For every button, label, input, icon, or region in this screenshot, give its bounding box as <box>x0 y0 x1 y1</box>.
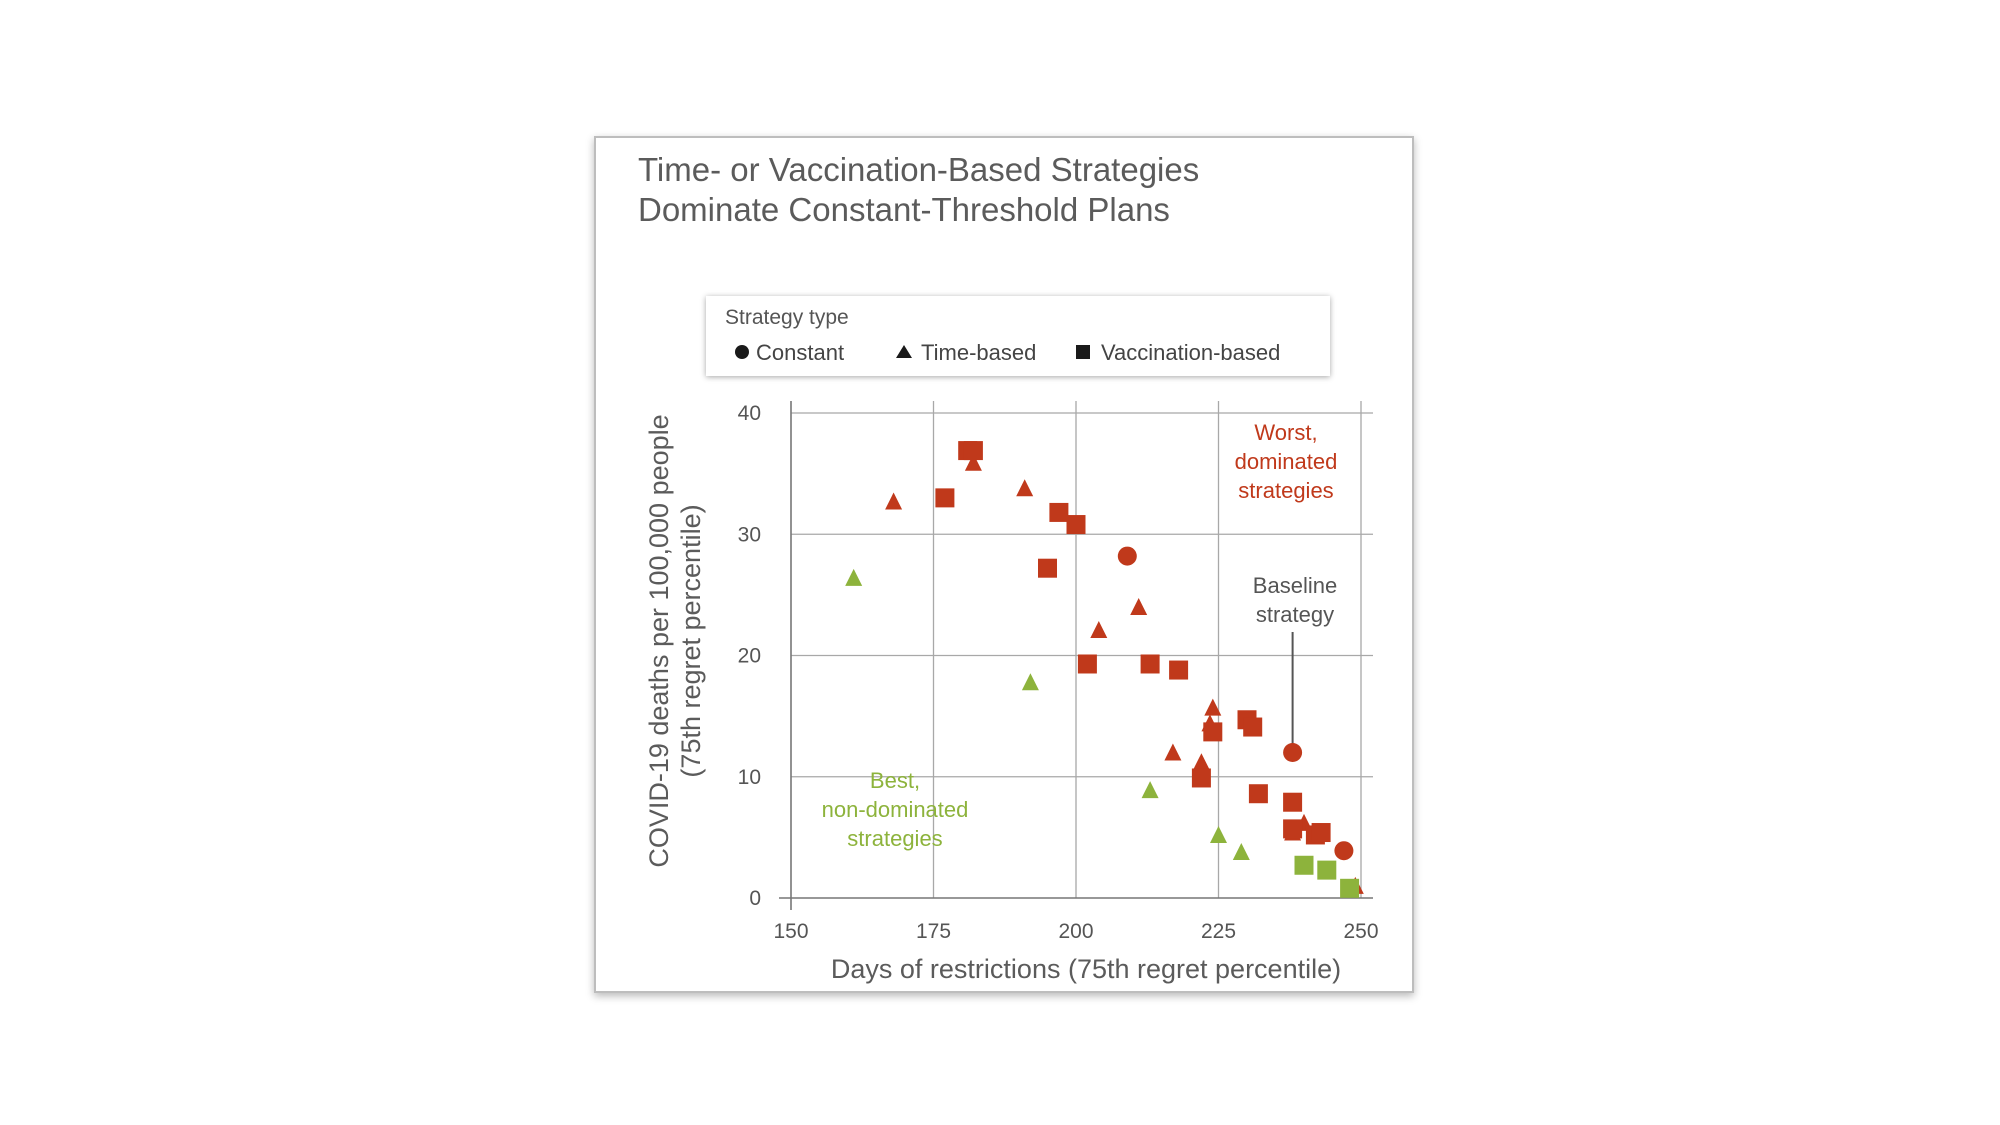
point-dominated-square-26 <box>1203 722 1223 742</box>
point-dominated-square-29 <box>1283 792 1303 812</box>
x-tick-175: 175 <box>916 920 951 943</box>
point-dominated-square-19 <box>1066 515 1086 535</box>
point-non-dominated-triangle-34 <box>1021 673 1039 691</box>
chart-title-line-2: Dominate Constant-Threshold Plans <box>638 191 1170 228</box>
point-dominated-triangle-5 <box>1016 479 1034 497</box>
legend-label-constant: Constant <box>756 340 844 365</box>
legend-title: Strategy type <box>725 306 849 329</box>
legend-label-vaccination-based: Vaccination-based <box>1101 340 1280 365</box>
point-dominated-square-16 <box>963 441 983 461</box>
best-strategies-label-line-2: non-dominated <box>822 797 969 822</box>
x-tick-225: 225 <box>1201 920 1236 943</box>
legend: Strategy type Constant Time-based Vaccin… <box>706 296 1330 376</box>
point-dominated-triangle-6 <box>1090 621 1108 639</box>
point-dominated-triangle-9 <box>1192 753 1210 771</box>
point-dominated-square-30 <box>1283 819 1303 839</box>
point-dominated-square-32 <box>1311 823 1331 843</box>
baseline-strategy-label-line-1: Baseline <box>1253 573 1337 598</box>
point-dominated-square-28 <box>1248 784 1268 804</box>
point-dominated-square-27 <box>1191 768 1211 788</box>
point-non-dominated-triangle-35 <box>1141 781 1159 799</box>
y-tick-10: 10 <box>738 766 761 789</box>
point-non-dominated-triangle-36 <box>1210 825 1227 843</box>
chart-card: Time- or Vaccination-Based Strategies Do… <box>594 136 1414 993</box>
baseline-strategy-label-line-2: strategy <box>1256 602 1334 627</box>
x-tick-250: 250 <box>1343 920 1378 943</box>
point-dominated-triangle-8 <box>1164 743 1182 761</box>
point-non-dominated-square-38 <box>1294 855 1314 875</box>
point-dominated-circle-2 <box>1334 841 1354 861</box>
worst-strategies-label-line-2: dominated <box>1235 449 1338 474</box>
worst-strategies-label-line-1: Worst, <box>1254 420 1317 445</box>
point-dominated-square-18 <box>1049 502 1069 522</box>
best-strategies-label-line-1: Best, <box>870 768 920 793</box>
point-dominated-square-20 <box>1038 558 1057 578</box>
y-tick-20: 20 <box>738 645 761 668</box>
y-tick-0: 0 <box>749 887 761 910</box>
point-dominated-triangle-4 <box>964 453 982 471</box>
point-non-dominated-triangle-33 <box>845 568 863 586</box>
point-dominated-square-25 <box>1243 717 1263 737</box>
legend-box <box>706 296 1330 376</box>
point-dominated-triangle-7 <box>1130 598 1148 616</box>
x-tick-150: 150 <box>773 920 808 943</box>
legend-triangle-icon <box>896 345 912 358</box>
y-tick-30: 30 <box>738 523 761 546</box>
worst-strategies-label-line-3: strategies <box>1238 478 1333 503</box>
x-tick-200: 200 <box>1058 920 1093 943</box>
axes <box>779 401 1373 910</box>
point-dominated-square-22 <box>1140 654 1160 674</box>
point-non-dominated-triangle-37 <box>1232 842 1250 860</box>
point-non-dominated-square-40 <box>1340 878 1360 898</box>
y-axis-label-line-1: COVID-19 deaths per 100,000 people <box>644 414 674 867</box>
y-axis-label-line-2: (75th regret percentile) <box>676 504 706 777</box>
legend-circle-icon <box>735 345 749 359</box>
point-dominated-triangle-3 <box>885 492 903 510</box>
grid <box>791 401 1373 898</box>
chart-title-line-1: Time- or Vaccination-Based Strategies <box>638 151 1199 188</box>
y-tick-40: 40 <box>738 402 761 425</box>
point-dominated-circle-1 <box>1283 743 1303 762</box>
point-dominated-circle-0 <box>1117 546 1137 566</box>
best-strategies-label-line-3: strategies <box>847 826 942 851</box>
tick-labels: 0 10 20 30 40 150 175 200 225 250 <box>738 402 1379 943</box>
data-points <box>845 441 1364 898</box>
annotations: Worst, dominated strategies Best, non-domina… <box>822 420 1338 851</box>
legend-label-time-based: Time-based <box>921 340 1036 365</box>
point-dominated-square-23 <box>1169 660 1189 680</box>
point-non-dominated-square-39 <box>1317 860 1337 880</box>
point-dominated-square-21 <box>1077 654 1097 674</box>
x-axis-label: Days of restrictions (75th regret percen… <box>831 954 1341 984</box>
scatter-chart: Time- or Vaccination-Based Strategies Do… <box>638 151 1379 984</box>
point-dominated-square-17 <box>935 488 955 508</box>
legend-square-icon <box>1076 345 1090 359</box>
point-dominated-triangle-10 <box>1204 698 1222 716</box>
